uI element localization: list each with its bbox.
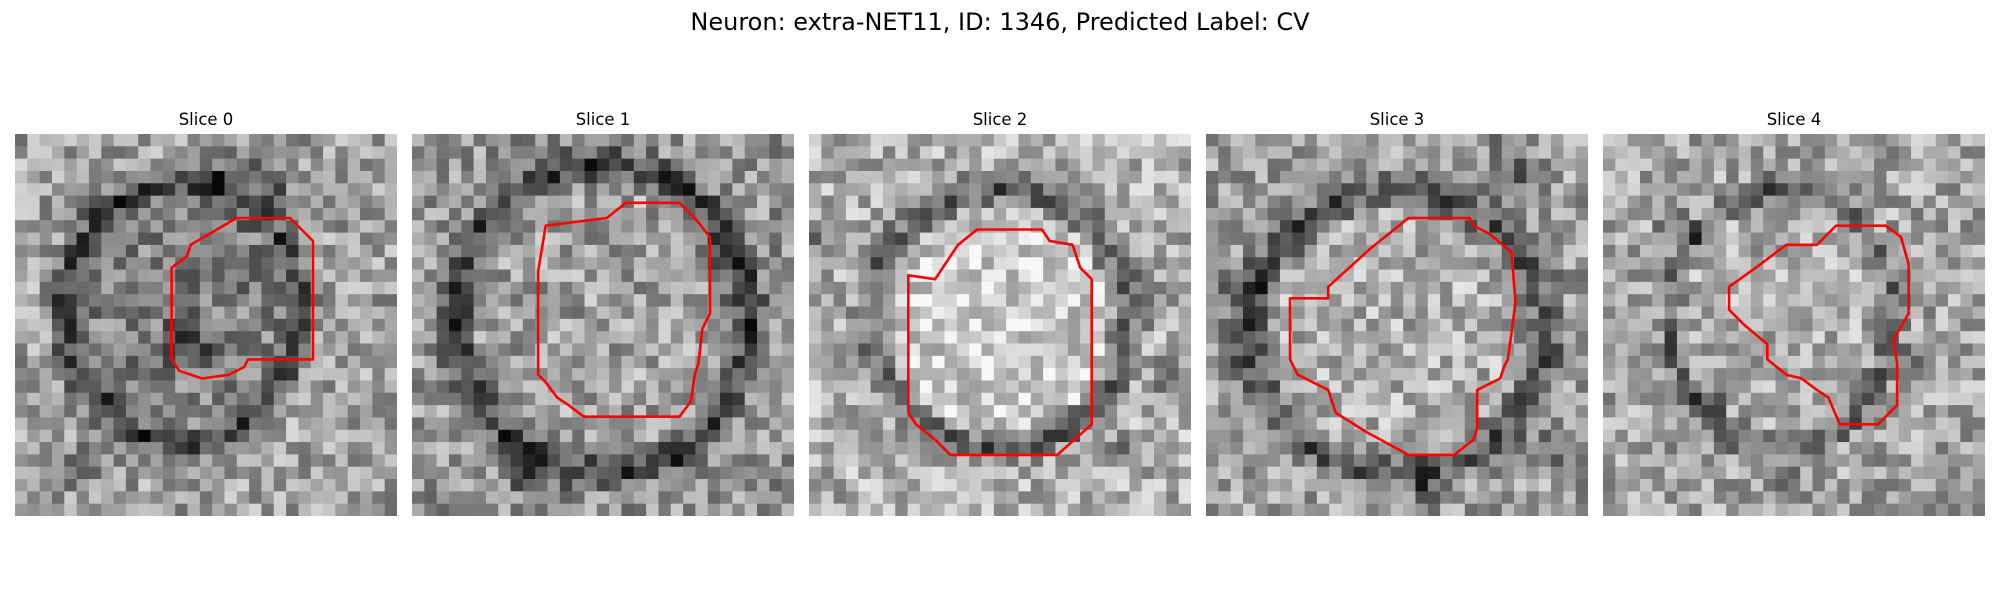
segmentation-contour <box>170 216 315 380</box>
segmentation-contour <box>1727 224 1910 426</box>
pixel-grid <box>15 134 397 516</box>
pixel-grid <box>1603 134 1985 516</box>
segmentation-contour <box>536 201 712 419</box>
segmentation-contour <box>907 228 1094 457</box>
slice-title: Slice 4 <box>1766 110 1822 129</box>
slice-title: Slice 1 <box>575 110 631 129</box>
slice-title: Slice 3 <box>1369 110 1425 129</box>
slice-image <box>809 134 1191 516</box>
slice-image <box>1206 134 1588 516</box>
figure-title: Neuron: extra-NET11, ID: 1346, Predicted… <box>690 8 1310 36</box>
slice-image <box>412 134 794 516</box>
segmentation-contour <box>1288 216 1517 457</box>
slice-title: Slice 2 <box>972 110 1028 129</box>
pixel-grid <box>1206 134 1588 516</box>
slice-title: Slice 0 <box>178 110 234 129</box>
slice-image <box>1603 134 1985 516</box>
slice-image <box>15 134 397 516</box>
pixel-grid <box>412 134 794 516</box>
pixel-grid <box>809 134 1191 516</box>
